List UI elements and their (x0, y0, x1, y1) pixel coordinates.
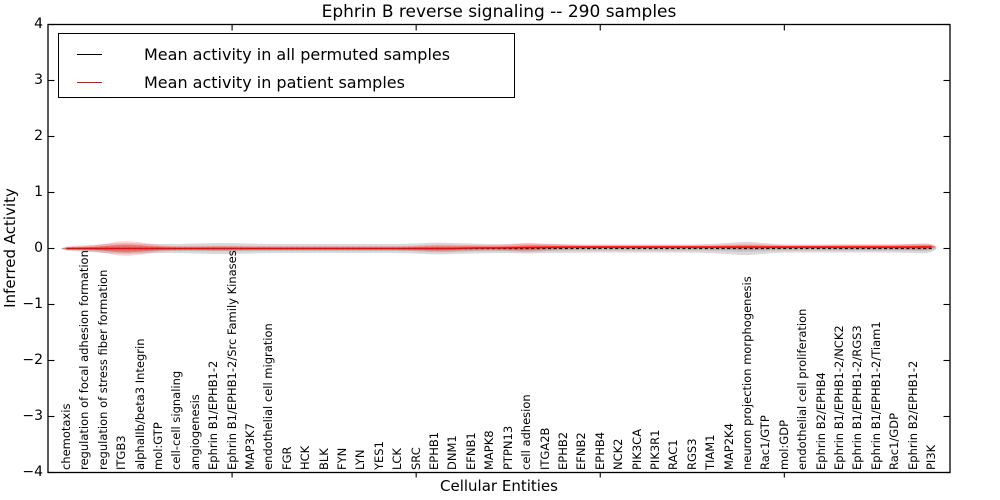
x-tick-label: cell-cell signaling (169, 370, 184, 470)
x-tick-label: chemotaxis (58, 403, 73, 470)
x-tick-label: RAC1 (666, 439, 681, 470)
x-tick-label: LYN (353, 449, 368, 470)
x-tick-label: RGS3 (684, 438, 699, 470)
y-tick-label: 4 (34, 16, 43, 32)
x-tick-label: EFNB2 (574, 432, 589, 470)
x-tick-label: NCK2 (611, 438, 626, 471)
x-tick-label: Ephrin B2/EPHB4 (813, 372, 828, 470)
y-tick-label: −3 (22, 408, 43, 424)
legend: Mean activity in all permuted samples Me… (58, 33, 515, 98)
x-tick-label: alphaIIb/beta3 Integrin (132, 338, 147, 470)
x-tick-label: ITGB3 (114, 435, 129, 470)
x-tick-label: MAP3K7 (242, 423, 257, 470)
x-tick-label: regulation of focal adhesion formation (77, 250, 92, 470)
x-tick-label: angiogenesis (187, 394, 202, 470)
x-tick-label: Rac1/GDP (887, 412, 902, 470)
x-tick-label: endothelial cell proliferation (795, 308, 810, 470)
x-tick-label: PI3K (924, 444, 939, 470)
y-tick-label: 2 (34, 128, 43, 144)
y-tick-label: −4 (22, 464, 43, 480)
x-tick-label: regulation of stress fiber formation (95, 269, 110, 470)
permuted-line-icon (77, 53, 102, 55)
x-tick-label: Ephrin B2/EPHB1-2 (905, 360, 920, 470)
x-tick-label: FGR (279, 446, 294, 470)
x-tick-label: MAP2K4 (721, 423, 736, 470)
x-tick-label: Ephrin B1/EPHB1-2/Src Family Kinases (224, 250, 239, 470)
y-tick-label: −2 (22, 352, 43, 368)
y-tick-label: 1 (34, 184, 43, 200)
x-tick-label: PIK3R1 (647, 429, 662, 471)
x-tick-label: EPHB2 (555, 431, 570, 470)
legend-item-patient: Mean activity in patient samples (59, 72, 405, 92)
x-tick-label: PTPN13 (500, 425, 515, 470)
x-tick-label: neuron projection morphogenesis (740, 276, 754, 470)
legend-item-permuted: Mean activity in all permuted samples (59, 44, 450, 64)
x-tick-label: SRC (408, 447, 423, 470)
x-tick-label: MAPK8 (482, 430, 497, 470)
x-tick-label: mol:GDP (776, 419, 791, 470)
legend-label: Mean activity in all permuted samples (144, 44, 451, 64)
x-tick-label: cell adhesion (519, 394, 534, 470)
x-tick-label: LCK (390, 448, 405, 470)
x-tick-label: Ephrin B1/EPHB1-2/RGS3 (850, 325, 865, 470)
x-tick-label: ITGA2B (537, 427, 552, 470)
x-tick-label: BLK (316, 448, 331, 470)
x-tick-label: DNM1 (445, 435, 460, 470)
x-axis-label: Cellular Entities (440, 477, 558, 495)
patient-mean-line (66, 246, 932, 250)
x-tick-label: Rac1/GTP (758, 415, 773, 470)
y-tick-label: 3 (34, 72, 43, 88)
x-tick-label: TIAM1 (703, 434, 718, 470)
patient-line-icon (77, 81, 102, 83)
x-tick-label: EPHB4 (592, 431, 607, 470)
x-tick-label: endothelial cell migration (261, 323, 276, 470)
x-tick-label: FYN (335, 447, 350, 470)
y-tick-label: 0 (34, 240, 43, 256)
x-tick-label: Ephrin B1/EPHB1-2/Tiam1 (868, 321, 883, 470)
x-tick-label: Ephrin B1/EPHB1-2/NCK2 (832, 325, 847, 470)
x-tick-label: EFNB1 (463, 432, 478, 470)
x-tick-label: HCK (298, 445, 313, 470)
legend-label: Mean activity in patient samples (144, 72, 405, 92)
x-tick-label: YES1 (371, 441, 386, 470)
y-tick-label: −1 (22, 296, 43, 312)
x-tick-label: mol:GTP (150, 422, 165, 470)
x-tick-label: PIK3CA (629, 428, 644, 470)
x-tick-label: EPHB1 (427, 431, 442, 470)
x-tick-label: Ephrin B1/EPHB1-2 (206, 360, 221, 470)
chart-title: Ephrin B reverse signaling -- 290 sample… (321, 2, 677, 22)
